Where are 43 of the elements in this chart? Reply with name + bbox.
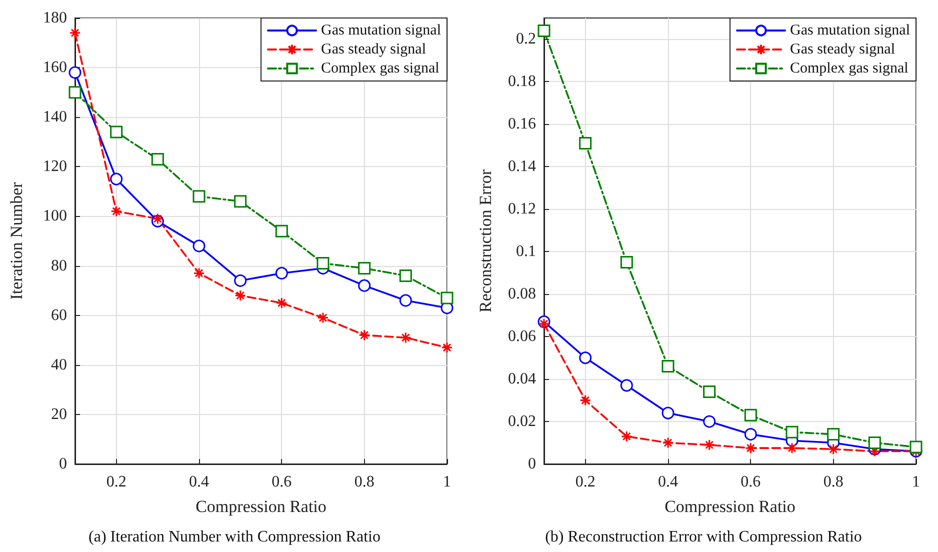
y-tick-label: 140 <box>43 108 67 126</box>
legend-label: Gas steady signal <box>790 42 895 58</box>
y-tick-label: 0.08 <box>508 286 536 303</box>
y-axis-title: Iteration Number <box>7 182 26 300</box>
legend-label: Gas mutation signal <box>790 22 910 38</box>
x-tick-label: 0.6 <box>740 474 761 490</box>
legend-label: Gas mutation signal <box>321 22 442 38</box>
y-tick-label: 0.18 <box>508 73 536 90</box>
y-tick-label: 100 <box>43 208 67 225</box>
y-tick-label: 0 <box>59 456 67 472</box>
y-tick-label: 0.02 <box>508 413 536 430</box>
y-tick-label: 0 <box>528 456 536 472</box>
x-tick-label: 0.8 <box>354 474 374 490</box>
y-tick-label: 0.12 <box>508 200 536 218</box>
text: (a) Iteration Number with Compression Ratio <box>88 528 380 546</box>
y-tick-label: 40 <box>51 356 67 374</box>
y-tick-label: 180 <box>43 10 67 26</box>
y-tick-label: 0.16 <box>508 116 536 133</box>
y-tick-label: 80 <box>51 257 67 274</box>
y-axis-title: Reconstruction Error <box>476 169 495 313</box>
x-tick-label: 1 <box>912 474 920 490</box>
y-tick-label: 120 <box>43 158 67 176</box>
x-tick-label: 0.4 <box>189 474 209 490</box>
y-tick-label: 60 <box>51 306 67 324</box>
x-tick-label: 0.8 <box>823 474 844 490</box>
x-axis-title: Compression Ratio <box>664 497 796 516</box>
y-tick-label: 0.06 <box>508 328 536 346</box>
legend-label: Complex gas signal <box>321 60 440 76</box>
y-tick-label: 0.1 <box>516 243 536 260</box>
x-axis-title: Compression Ratio <box>196 497 326 516</box>
y-tick-label: 0.14 <box>508 158 536 176</box>
y-tick-label: 0.04 <box>508 370 536 388</box>
x-tick-label: 1 <box>443 474 451 490</box>
x-tick-label: 0.2 <box>575 474 596 490</box>
legend-label: Complex gas signal <box>790 60 908 76</box>
y-tick-label: 160 <box>43 59 67 76</box>
x-tick-label: 0.2 <box>106 474 126 490</box>
y-tick-label: 0.2 <box>516 30 536 48</box>
x-tick-label: 0.4 <box>658 474 678 490</box>
text: (b) Reconstruction Error with Compression Ratio <box>545 528 862 546</box>
legend-label: Gas steady signal <box>321 42 426 58</box>
y-tick-label: 20 <box>51 406 67 423</box>
x-tick-label: 0.6 <box>272 474 292 490</box>
